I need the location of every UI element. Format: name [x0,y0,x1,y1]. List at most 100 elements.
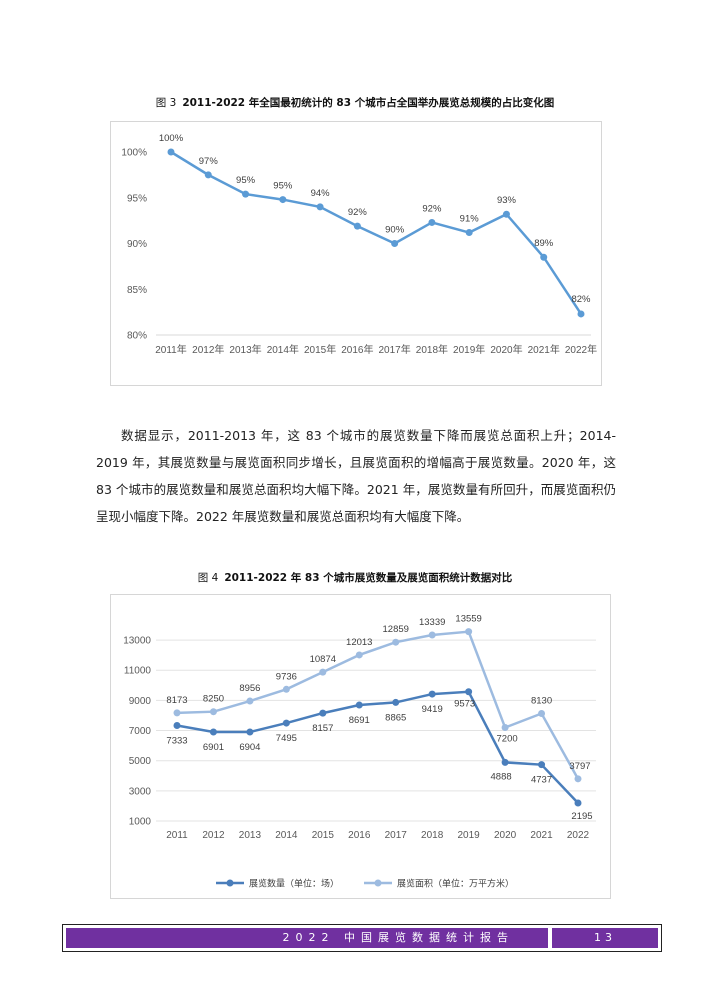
x-tick-label: 2021年 [528,343,560,356]
area-data-point [282,685,290,693]
count-data-label: 6904 [239,742,260,753]
y-tick-label: 5000 [129,756,152,767]
y-tick-label: 95% [127,193,147,204]
y-tick-label: 11000 [124,666,152,677]
y-tick-label: 85% [127,285,147,296]
count-data-point [319,709,327,717]
data-label: 91% [460,214,480,225]
x-tick-label: 2019年 [453,343,485,356]
x-tick-label: 2017 [385,830,408,841]
area-data-label: 8250 [203,694,224,705]
data-point [540,253,548,261]
area-data-label: 10874 [310,654,336,665]
body-paragraph: 数据显示，2011-2013 年，这 83 个城市的展览数量下降而展览总面积上升… [96,428,616,524]
y-tick-label: 13000 [123,636,151,647]
area-data-point [428,631,436,639]
figure3-caption-number: 图 3 [155,97,177,109]
area-data-point [246,697,254,705]
x-tick-label: 2016年 [341,343,373,356]
count-data-label: 4888 [491,771,512,782]
x-tick-label: 2020年 [490,343,522,356]
footer-title-bar: 2022 中国展览数据统计报告 [66,928,548,948]
count-data-point [428,690,436,698]
area-data-point [319,668,327,676]
x-tick-label: 2015 [312,830,335,841]
area-data-point [465,628,473,636]
x-tick-label: 2022 [567,830,590,841]
count-data-point [392,698,400,706]
y-tick-label: 1000 [129,817,152,828]
y-tick-label: 100% [121,148,147,159]
data-point [353,222,361,230]
y-tick-label: 3000 [129,786,152,797]
data-label: 95% [236,175,256,186]
count-data-label: 6901 [203,742,224,753]
x-tick-label: 2014 [275,830,298,841]
figure4-chart: 1000 3000 5000 7000 9000 11000 13000 2011 2012 20… [110,594,611,899]
area-data-point [355,651,363,659]
data-point [577,310,585,318]
legend-entry: 展览面积（单位：万平方米） [397,878,514,890]
data-point [391,240,399,247]
y-tick-label: 9000 [129,696,152,707]
count-data-label: 2195 [571,811,592,822]
count-data-label: 9419 [422,704,443,715]
legend-entry: 展览数量（单位：场） [249,878,339,890]
x-tick-label: 2011年 [155,343,187,356]
x-tick-label: 2017年 [379,343,411,356]
data-label: 93% [497,195,517,206]
x-tick-label: 2013年 [229,343,261,356]
y-tick-label: 90% [127,239,147,250]
area-data-label: 9736 [276,671,297,682]
x-tick-label: 2013 [239,830,262,841]
y-tick-label: 7000 [129,726,152,737]
area-data-point [173,709,181,717]
data-label: 82% [571,294,591,305]
data-point [502,210,510,218]
figure4-svg: 1000 3000 5000 7000 9000 11000 13000 2011 2012 20… [123,614,596,890]
y-tick-label: 80% [127,331,147,342]
count-data-point [282,719,290,727]
data-label: 94% [311,188,331,199]
figure3-caption: 图 3 2011-2022 年全国最初统计的 83 个城市占全国举办展览总规模的占… [0,95,710,110]
x-tick-label: 2015年 [304,343,336,356]
figure3-chart: 80% 85% 90% 95% 100% 2011年 2012年 2013年 2014年 2015… [110,121,602,386]
legend-swatch-marker [374,879,382,887]
x-tick-label: 2016 [348,830,371,841]
footer-page-number: 13 [552,928,658,948]
figure4-caption-text: 2011-2022 年 83 个城市展览数量及展览面积统计数据对比 [224,572,513,584]
count-data-label: 8691 [349,715,370,726]
count-data-point [501,758,509,766]
area-data-label: 8130 [531,696,552,707]
x-tick-label: 2020 [494,830,517,841]
legend-swatch-marker [226,879,234,887]
figure3-caption-text: 2011-2022 年全国最初统计的 83 个城市占全国举办展览总规模的占比变化… [182,97,555,109]
x-tick-label: 2018年 [416,343,448,356]
area-data-label: 12013 [346,637,372,648]
x-tick-label: 2012 [202,830,225,841]
count-data-point [209,728,217,736]
area-data-label: 8956 [239,683,260,694]
count-data-label: 7333 [166,736,187,747]
x-tick-label: 2018 [421,830,444,841]
figure3-svg: 80% 85% 90% 95% 100% 2011年 2012年 2013年 2014年 2015… [121,133,597,356]
data-label: 95% [273,181,293,192]
data-label: 90% [385,225,405,236]
count-data-label: 4737 [531,775,552,786]
data-point [465,229,473,237]
page-footer: 2022 中国展览数据统计报告 13 [62,924,662,952]
x-tick-label: 2022年 [565,343,597,356]
data-point [204,171,212,179]
area-data-label: 13339 [419,617,445,628]
count-data-label: 8865 [385,712,406,723]
count-data-point [246,728,254,736]
figure4-caption: 图 4 2011-2022 年 83 个城市展览数量及展览面积统计数据对比 [0,570,710,585]
count-series-line [176,690,579,804]
area-data-label: 8173 [166,695,187,706]
count-data-point [574,799,582,807]
data-label: 92% [422,203,442,214]
footer-report-title: 2022 中国展览数据统计报告 [282,931,514,944]
data-point [428,218,436,226]
data-label: 92% [348,207,368,218]
area-series-line [176,630,580,780]
